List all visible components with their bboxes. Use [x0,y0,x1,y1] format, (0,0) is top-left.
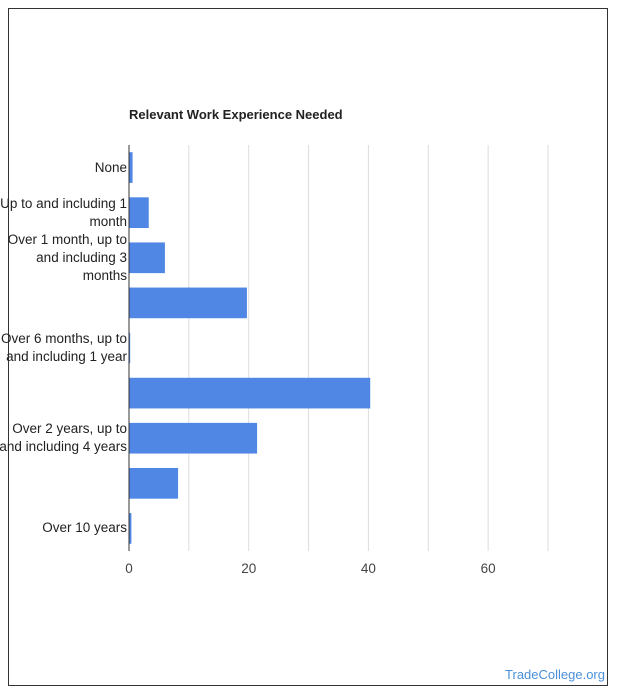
bar-1 [129,197,149,229]
category-label-2: Over 1 month, up to and including 3 mont… [7,231,127,283]
watermark: TradeCollege.org [505,667,605,682]
x-tick-label: 0 [125,561,133,576]
category-label-0: None [94,159,127,175]
bar-4 [129,332,131,364]
bar-7 [129,467,179,499]
category-label-6: Over 2 years, up to and including 4 year… [0,421,127,455]
bar-8 [129,513,132,544]
category-label-4: Over 6 months, up to and including 1 yea… [0,331,127,364]
x-tick-label: 40 [361,561,376,576]
bar-3 [129,287,247,319]
chart-frame [8,8,608,686]
chart-title: Relevant Work Experience Needed [129,107,343,122]
bar-5 [129,377,371,409]
bar-6 [129,422,258,454]
x-tick-label: 20 [241,561,256,576]
bar-0 [129,152,133,183]
category-label-8: Over 10 years [42,520,127,536]
x-tick-label: 60 [481,561,496,576]
category-label-1: Up to and including 1 month [0,195,127,229]
bar-2 [129,242,165,274]
